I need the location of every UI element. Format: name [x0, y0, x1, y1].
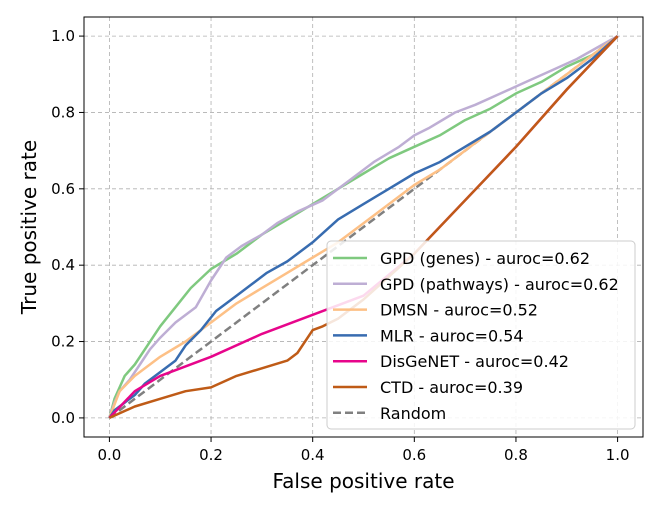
- x-tick-label: 0.6: [402, 446, 426, 464]
- x-tick-label: 1.0: [606, 446, 630, 464]
- x-axis-label: False positive rate: [273, 469, 455, 493]
- legend: GPD (genes) - auroc=0.62 GPD (pathways) -…: [326, 240, 636, 430]
- axis-ticks: 0.0 0.2 0.4 0.6 0.8 1.0 0.0 0.2 0.4 0.6 0.8 1.0: [51, 27, 629, 464]
- x-tick-label: 0.4: [301, 446, 325, 464]
- x-tick-label: 0.8: [504, 446, 528, 464]
- series-line-2: [108, 35, 619, 419]
- y-tick-label: 0.0: [51, 409, 75, 427]
- y-tick-label: 0.2: [51, 333, 75, 351]
- x-tick-label: 0.0: [97, 446, 121, 464]
- roc-curves: [108, 35, 619, 420]
- legend-label: DMSN - auroc=0.52: [380, 301, 538, 320]
- y-axis-label: True positive rate: [17, 140, 41, 315]
- y-tick-label: 0.8: [51, 103, 75, 121]
- series-line-4: [108, 35, 619, 419]
- legend-label: CTD - auroc=0.39: [380, 378, 523, 397]
- y-tick-label: 1.0: [51, 27, 75, 45]
- legend-box: [326, 240, 636, 430]
- x-tick-label: 0.2: [199, 446, 223, 464]
- legend-label: DisGeNET - auroc=0.42: [380, 352, 569, 371]
- legend-label: MLR - auroc=0.54: [380, 326, 524, 345]
- series-line-6: [108, 35, 619, 420]
- legend-label: Random: [380, 404, 446, 423]
- y-tick-label: 0.6: [51, 180, 75, 198]
- legend-label: GPD (pathways) - auroc=0.62: [380, 275, 619, 294]
- y-tick-label: 0.4: [51, 256, 75, 274]
- legend-label: GPD (genes) - auroc=0.62: [380, 249, 590, 268]
- plot-frame: [83, 16, 644, 438]
